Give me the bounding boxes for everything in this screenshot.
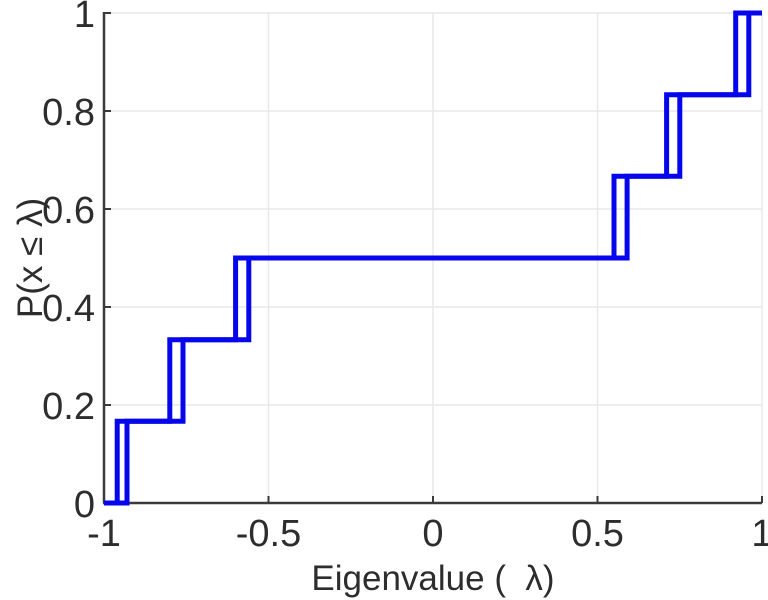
axis-layer — [102, 12, 763, 505]
y-tick-label: 0.2 — [42, 386, 95, 428]
x-tick-label: 0 — [422, 513, 443, 555]
x-tick-label: -1 — [87, 513, 121, 555]
y-axis-label: P(x ≤ λ) — [11, 198, 50, 318]
x-axis-label: Eigenvalue ( λ) — [311, 559, 554, 598]
x-tick-label: 1 — [751, 513, 768, 555]
y-tick-label: 0 — [74, 484, 95, 526]
y-tick-label: 0.6 — [42, 190, 95, 232]
y-tick-label: 0.4 — [42, 288, 95, 330]
y-tick-label: 0.8 — [42, 92, 95, 134]
y-tick-label: 1 — [74, 0, 95, 36]
x-tick-label: -0.5 — [236, 513, 301, 555]
ecdf-step-curve-right — [104, 10, 762, 506]
series-layer — [104, 10, 762, 506]
x-tick-label: 0.5 — [571, 513, 624, 555]
tick-label-layer: -1 -0.5 0 0.5 1 0 0.2 0.4 0.6 0.8 1 — [42, 0, 768, 555]
